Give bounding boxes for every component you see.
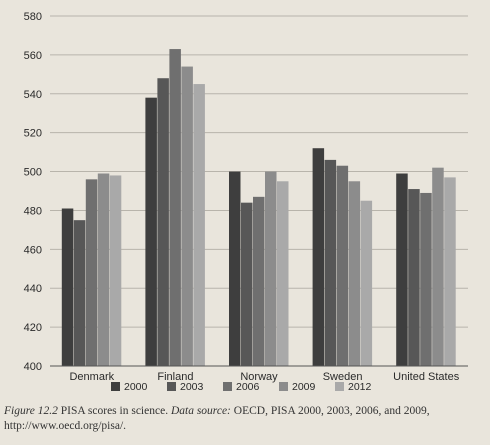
legend-label-2000: 2000 xyxy=(124,381,148,393)
y-tick-label: 500 xyxy=(24,167,42,179)
bar-norway-2012 xyxy=(277,181,289,366)
y-tick-label: 580 xyxy=(24,11,42,23)
x-category-label: Finland xyxy=(157,371,193,383)
y-tick-label: 420 xyxy=(24,322,42,334)
x-category-label: United States xyxy=(393,371,460,383)
bar-finland-2012 xyxy=(193,84,205,367)
bar-denmark-2000 xyxy=(61,208,74,366)
legend-swatch-2006 xyxy=(223,382,232,391)
bar-united-states-2003 xyxy=(408,189,420,366)
bar-norway-2006 xyxy=(253,196,265,366)
legend-label-2009: 2009 xyxy=(292,381,316,393)
bar-denmark-2012 xyxy=(109,175,122,366)
legend-label-2012: 2012 xyxy=(348,381,372,393)
legend-swatch-2009 xyxy=(279,382,288,391)
legend-swatch-2012 xyxy=(335,382,344,391)
y-tick-label: 400 xyxy=(24,361,42,373)
bar-norway-2003 xyxy=(241,202,253,366)
legend-swatch-2003 xyxy=(167,382,176,391)
figure-label: Figure 12.2 xyxy=(4,405,58,417)
y-tick-label: 560 xyxy=(24,50,42,62)
bar-sweden-2000 xyxy=(312,148,325,366)
bar-united-states-2009 xyxy=(432,167,444,366)
x-category-label: Sweden xyxy=(323,371,363,383)
bar-sweden-2009 xyxy=(348,181,361,366)
pisa-bar-chart: 400 420 440 460 480 500 520 540 560 580 Denmark Fi… xyxy=(24,11,468,393)
y-tick-label: 460 xyxy=(24,244,42,256)
y-tick-label: 480 xyxy=(24,205,42,217)
legend-label-2003: 2003 xyxy=(180,381,204,393)
bar-sweden-2012 xyxy=(360,200,373,366)
bar-denmark-2006 xyxy=(85,179,98,366)
bar-finland-2000 xyxy=(145,97,157,367)
legend-swatch-2000 xyxy=(111,382,120,391)
bars xyxy=(61,49,456,367)
y-tick-label: 520 xyxy=(24,128,42,140)
y-tick-label: 440 xyxy=(24,283,42,295)
bar-sweden-2003 xyxy=(324,159,337,366)
bar-united-states-2006 xyxy=(420,192,432,366)
figure-title: PISA scores in science. xyxy=(60,405,169,417)
bar-norway-2000 xyxy=(229,171,241,366)
legend: 2000 2003 2006 2009 2012 xyxy=(111,381,372,393)
source-text: OECD, PISA 2000, 2003, 2006, and 2009, h… xyxy=(4,405,430,432)
bar-finland-2003 xyxy=(157,78,169,366)
source-label: Data source: xyxy=(170,405,231,417)
legend-label-2006: 2006 xyxy=(236,381,260,393)
x-category-label: Denmark xyxy=(69,371,114,383)
bar-united-states-2000 xyxy=(396,173,408,366)
x-category-label: Norway xyxy=(240,371,278,383)
bar-norway-2009 xyxy=(265,171,277,366)
y-tick-label: 540 xyxy=(24,89,42,101)
bar-denmark-2003 xyxy=(73,220,86,366)
y-axis-ticks: 400 420 440 460 480 500 520 540 560 580 xyxy=(24,11,42,373)
bar-finland-2006 xyxy=(169,49,181,367)
x-axis-labels: Denmark Finland Norway Sweden United States xyxy=(69,371,459,383)
bar-denmark-2009 xyxy=(97,173,110,366)
bar-finland-2009 xyxy=(181,66,193,367)
figure-caption: Figure 12.2 PISA scores in science. Data… xyxy=(4,404,488,434)
bar-sweden-2006 xyxy=(336,165,349,366)
bar-united-states-2012 xyxy=(444,177,456,366)
